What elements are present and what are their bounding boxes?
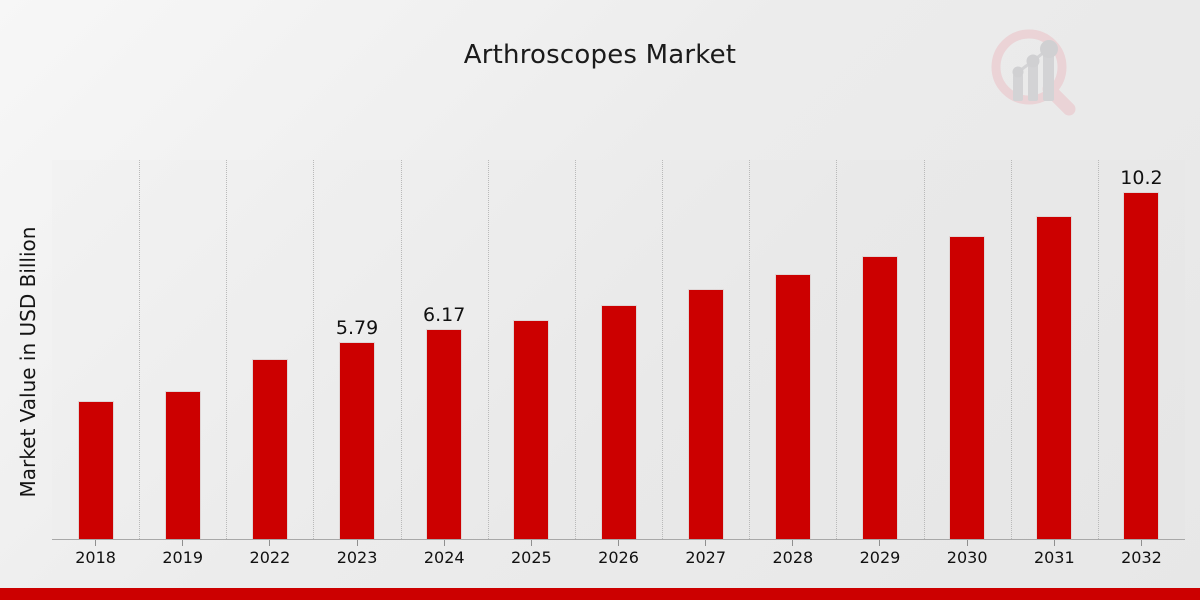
x-label-2032: 2032 (1121, 548, 1162, 567)
bar-group (924, 160, 1011, 539)
x-tick-cell (313, 540, 400, 546)
bar-2022 (251, 359, 288, 539)
bar-2019 (164, 391, 201, 539)
x-label-2024: 2024 (423, 548, 465, 567)
bar-2030 (949, 236, 986, 539)
bar-group (1011, 160, 1098, 539)
x-tick (1140, 540, 1142, 546)
x-label-2031: 2031 (1033, 548, 1075, 567)
gridline (487, 160, 489, 539)
gridline (574, 160, 576, 539)
gridline (139, 160, 141, 539)
bar-2023 (339, 342, 376, 539)
x-label-2025: 2025 (511, 548, 552, 567)
magnifier-bar-chart-logo (985, 25, 1080, 120)
bar-2024 (426, 329, 463, 539)
gridline (1097, 160, 1099, 539)
bar-2032 (1123, 192, 1160, 539)
x-label-2023: 2023 (336, 548, 378, 567)
x-tick (966, 540, 968, 546)
gridline (226, 160, 228, 539)
x-tick-cell (488, 540, 575, 546)
x-label-2022: 2022 (249, 548, 291, 567)
bar-2018 (77, 401, 114, 539)
x-tick-cell (1098, 540, 1185, 546)
x-tick-cell (1011, 540, 1098, 546)
y-axis-title: Market Value in USD Billion (16, 226, 40, 498)
bar-group (52, 160, 139, 539)
x-tick-cell (139, 540, 226, 546)
x-tick (1053, 540, 1055, 546)
bar-group (836, 160, 923, 539)
bar-2031 (1036, 216, 1073, 539)
x-tick-cell (226, 540, 313, 546)
plot-area: 5.79 6.17 10.2 (52, 160, 1185, 539)
bar-value-label: 6.17 (423, 304, 466, 327)
x-axis-line (52, 539, 1185, 540)
gridlines (52, 160, 1185, 539)
x-label-2029: 2029 (859, 548, 901, 567)
bar-value-label: 5.79 (335, 317, 379, 340)
x-tick (356, 540, 358, 546)
bar-group: 10.2 (1098, 160, 1185, 539)
x-label-2028: 2028 (772, 548, 814, 567)
x-tick (443, 540, 445, 546)
x-tick-cell (575, 540, 662, 546)
x-axis-ticks (52, 540, 1185, 546)
x-tick-cell (662, 540, 749, 546)
x-tick (618, 540, 620, 546)
x-label-2026: 2026 (598, 548, 639, 567)
gridline (313, 160, 315, 539)
x-label-2027: 2027 (685, 548, 727, 567)
bar-group: 6.17 (401, 160, 488, 539)
x-label-2030: 2030 (946, 548, 988, 567)
bottom-accent-strip (0, 588, 1200, 600)
x-tick (879, 540, 881, 546)
page-title: Arthroscopes Market (463, 40, 737, 70)
bar-group (575, 160, 662, 539)
x-tick-cell (401, 540, 488, 546)
x-tick (792, 540, 794, 546)
bar-group (226, 160, 313, 539)
gridline (1010, 160, 1012, 539)
bar-2026 (600, 305, 637, 539)
bar-group (662, 160, 749, 539)
gridline (662, 160, 664, 539)
x-label-2019: 2019 (162, 548, 204, 567)
bar-value-label: 10.2 (1120, 167, 1163, 190)
bar-2029 (861, 256, 898, 539)
gridline (749, 160, 751, 539)
bar-group: 5.79 (313, 160, 400, 539)
gridline (400, 160, 402, 539)
bar-group (749, 160, 836, 539)
x-tick-cell (924, 540, 1011, 546)
x-tick-cell (749, 540, 836, 546)
gridline (836, 160, 838, 539)
x-tick (530, 540, 532, 546)
bars-layer: 5.79 6.17 10.2 (52, 160, 1185, 539)
x-tick-cell (836, 540, 923, 546)
x-tick (269, 540, 271, 546)
bar-2027 (687, 289, 724, 539)
bar-group (488, 160, 575, 539)
x-tick (95, 540, 97, 546)
bar-2025 (513, 320, 550, 539)
x-label-2018: 2018 (75, 548, 116, 567)
gridline (923, 160, 925, 539)
x-tick-cell (52, 540, 139, 546)
x-tick (182, 540, 184, 546)
x-axis-labels: 2018 2019 2022 2023 2024 2025 2026 2027 2028 2029… (52, 548, 1185, 567)
bar-2028 (774, 274, 811, 539)
bar-group (139, 160, 226, 539)
x-tick (705, 540, 707, 546)
